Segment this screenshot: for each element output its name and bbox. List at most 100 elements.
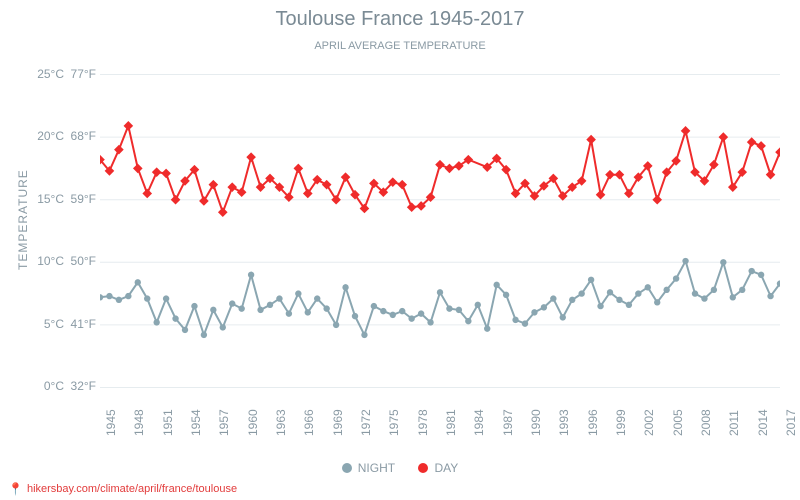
x-tick: 1948 (132, 409, 146, 436)
marker-night (238, 305, 244, 311)
marker-night (201, 332, 207, 338)
marker-day (435, 160, 445, 170)
marker-day (747, 137, 757, 147)
marker-night (739, 287, 745, 293)
marker-day (161, 169, 171, 179)
marker-night (295, 290, 301, 296)
x-tick: 1945 (104, 409, 118, 436)
source-footer: 📍 hikersbay.com/climate/april/france/tou… (8, 482, 237, 496)
marker-night (172, 315, 178, 321)
y-tick-c: 5°C (44, 317, 64, 331)
marker-night (116, 297, 122, 303)
x-tick: 1957 (217, 409, 231, 436)
marker-day (624, 189, 634, 199)
marker-night (748, 268, 754, 274)
marker-night (135, 279, 141, 285)
marker-night (267, 302, 273, 308)
y-tick-c: 0°C (44, 379, 64, 393)
marker-day (171, 195, 181, 205)
y-tick-c: 25°C (37, 67, 64, 81)
x-tick: 1963 (274, 409, 288, 436)
marker-night (229, 300, 235, 306)
x-tick: 2005 (671, 409, 685, 436)
marker-day (142, 189, 152, 199)
marker-night (257, 307, 263, 313)
x-tick: 2011 (727, 410, 741, 436)
y-axis-label: TEMPERATURE (16, 169, 30, 270)
marker-night (361, 332, 367, 338)
marker-day (199, 196, 209, 206)
x-tick: 1981 (444, 409, 458, 436)
legend-item-day: DAY (418, 461, 458, 475)
temperature-chart: Toulouse France 1945-2017 APRIL AVERAGE … (0, 0, 800, 500)
marker-night (437, 289, 443, 295)
y-tick-c: 10°C (37, 254, 64, 268)
marker-night (597, 303, 603, 309)
x-tick: 1978 (416, 409, 430, 436)
marker-day (397, 180, 407, 190)
marker-day (237, 187, 247, 197)
marker-night (144, 295, 150, 301)
marker-night (125, 293, 131, 299)
legend-label-night: NIGHT (358, 461, 395, 475)
marker-night (191, 303, 197, 309)
marker-night (758, 272, 764, 278)
x-tick: 2008 (699, 409, 713, 436)
y-tick-f: 68°F (71, 129, 96, 143)
marker-day (756, 141, 766, 151)
marker-night (701, 295, 707, 301)
marker-night (654, 299, 660, 305)
marker-night (616, 297, 622, 303)
x-tick: 1987 (501, 409, 515, 436)
marker-night (163, 295, 169, 301)
legend-swatch-night (342, 463, 352, 473)
legend-swatch-day (418, 463, 428, 473)
marker-night (550, 295, 556, 301)
marker-day (341, 172, 351, 182)
y-tick-f: 32°F (71, 379, 96, 393)
marker-night (635, 290, 641, 296)
marker-night (418, 310, 424, 316)
marker-night (673, 275, 679, 281)
marker-night (305, 309, 311, 315)
legend-label-day: DAY (434, 461, 458, 475)
x-tick: 1990 (529, 409, 543, 436)
marker-day (294, 164, 304, 174)
marker-night (408, 315, 414, 321)
marker-day (766, 170, 776, 180)
marker-day (218, 207, 228, 217)
marker-night (569, 297, 575, 303)
marker-day (709, 160, 719, 170)
marker-day (737, 167, 747, 177)
marker-night (531, 309, 537, 315)
marker-night (607, 289, 613, 295)
marker-night (286, 310, 292, 316)
pin-icon: 📍 (8, 482, 23, 496)
x-tick: 1975 (387, 409, 401, 436)
marker-night (276, 295, 282, 301)
y-tick-c: 15°C (37, 192, 64, 206)
marker-day (227, 182, 237, 192)
marker-day (133, 164, 143, 174)
marker-night (371, 303, 377, 309)
marker-night (352, 313, 358, 319)
marker-day (681, 126, 691, 136)
marker-night (645, 284, 651, 290)
marker-night (503, 292, 509, 298)
marker-day (124, 121, 134, 131)
x-tick: 1999 (614, 409, 628, 436)
marker-night (100, 294, 103, 300)
plot-svg (100, 62, 780, 400)
marker-night (427, 319, 433, 325)
marker-day (246, 152, 256, 162)
marker-day (605, 170, 615, 180)
marker-night (106, 293, 112, 299)
marker-night (626, 302, 632, 308)
y-tick-f: 59°F (71, 192, 96, 206)
marker-day (445, 164, 455, 174)
marker-night (323, 305, 329, 311)
y-tick-f: 41°F (71, 317, 96, 331)
marker-night (588, 277, 594, 283)
legend: NIGHT DAY (0, 461, 800, 476)
x-tick: 1996 (586, 409, 600, 436)
